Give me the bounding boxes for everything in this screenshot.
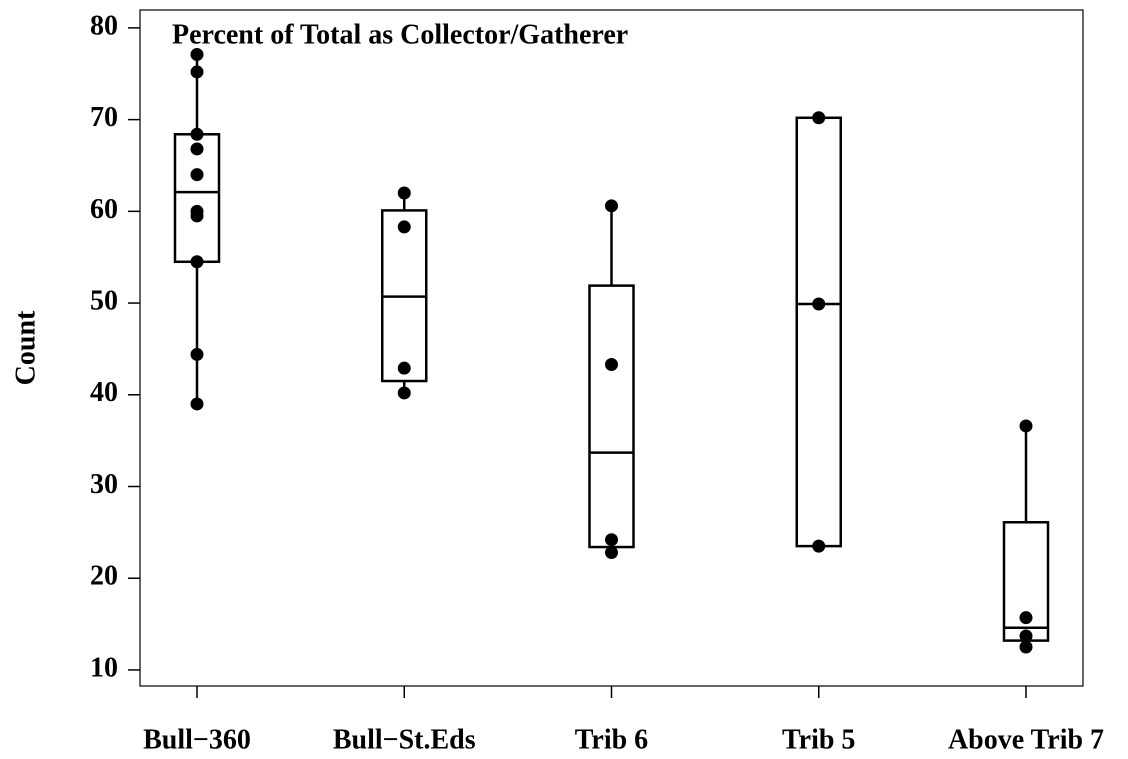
data-point [190, 65, 204, 79]
data-point [812, 539, 826, 553]
data-point [605, 546, 618, 560]
data-point [605, 199, 618, 213]
y-tick-label: 30 [90, 469, 118, 500]
x-tick-label: Above Trib 7 [948, 724, 1104, 755]
y-tick-label: 60 [90, 194, 118, 225]
box [588, 284, 635, 549]
data-point [190, 397, 204, 411]
data-point [397, 186, 411, 200]
y-tick-label: 10 [90, 652, 118, 683]
data-point [397, 386, 411, 400]
y-tick-label: 20 [90, 561, 118, 592]
x-tick-label: Trib 5 [782, 724, 855, 755]
plot-frame [139, 9, 1084, 687]
data-point [397, 361, 411, 375]
data-point [605, 358, 618, 372]
box [795, 116, 842, 548]
data-point [190, 255, 204, 269]
y-axis-label: Count [10, 310, 41, 385]
x-tick-label: Trib 6 [575, 724, 648, 755]
x-tick-label: Bull−St.Eds [333, 724, 476, 755]
chart-title: Percent of Total as Collector/Gatherer [172, 19, 628, 50]
data-point [190, 209, 204, 223]
y-tick-label: 50 [90, 285, 118, 316]
y-tick-label: 40 [90, 377, 118, 408]
data-point [190, 168, 204, 182]
data-point [190, 127, 204, 141]
data-point [190, 347, 204, 361]
data-point [605, 533, 618, 547]
data-point [812, 111, 826, 125]
data-point [190, 47, 204, 61]
y-tick-label: 80 [90, 10, 118, 41]
data-point [397, 220, 411, 234]
data-point [1019, 640, 1033, 654]
data-point [1019, 629, 1033, 643]
x-tick-label: Bull−360 [143, 724, 251, 755]
data-point [190, 142, 204, 156]
data-point [1019, 419, 1033, 433]
data-point [1019, 611, 1033, 625]
data-point [812, 297, 826, 311]
y-tick-label: 70 [90, 102, 118, 133]
